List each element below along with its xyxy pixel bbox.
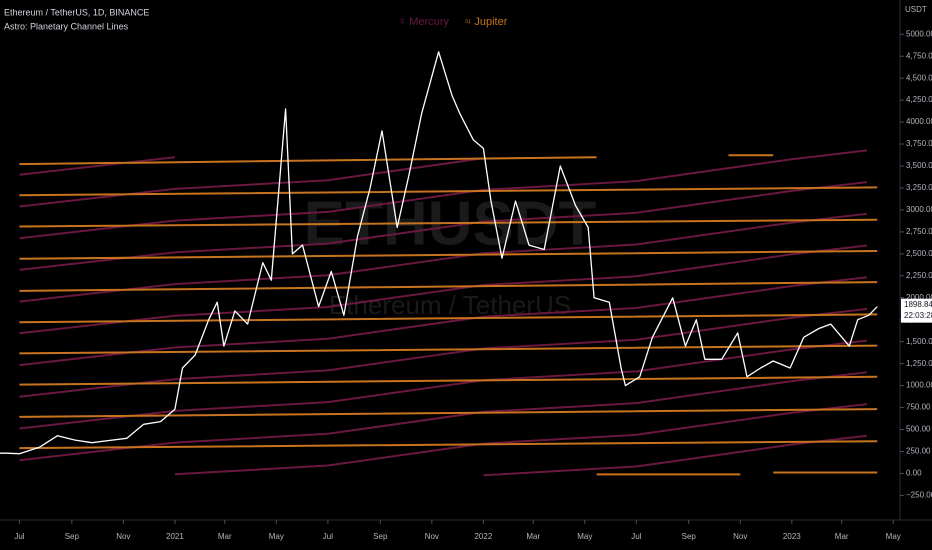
y-tick-label: 3000.00 [906,205,932,214]
y-tick-label: 3,500.00 [906,161,932,170]
y-tick-label: 500.00 [906,425,931,434]
x-tick-label: Nov [425,532,439,541]
indicator-name: Astro: Planetary Channel Lines [4,21,129,31]
y-tick-label: 5000.00 [906,29,932,38]
y-tick-label: 2,250.00 [906,271,932,280]
x-tick-label: Mar [835,532,849,541]
watermark-subtitle: Ethereum / TetherUS [329,290,571,320]
x-tick-label: Sep [373,532,388,541]
y-tick-label: 2,500.00 [906,249,932,258]
x-tick-label: Sep [65,532,80,541]
chart-title: Ethereum / TetherUS, 1D, BINANCE [4,7,149,17]
x-tick-label: Jul [323,532,333,541]
x-tick-label: 2023 [783,532,801,541]
y-tick-label: 4,250.00 [906,95,932,104]
y-tick-label: 2,750.00 [906,227,932,236]
x-tick-label: Mar [218,532,232,541]
x-tick-label: May [269,532,284,541]
x-tick-label: 2021 [166,532,184,541]
y-tick-label: 750.00 [906,403,931,412]
y-tick-label: 1,500.00 [906,337,932,346]
y-tick-label: 1,250.00 [906,359,932,368]
y-tick-label: 1000.00 [906,381,932,390]
y-tick-label: 0.00 [906,469,922,478]
y-tick-label: 3,750.00 [906,139,932,148]
y-tick-label: 4,750.00 [906,51,932,60]
channel-lines [19,154,878,476]
y-tick-label: 4,500.00 [906,73,932,82]
price-label: 1898.84 [904,300,932,309]
x-tick-label: May [886,532,901,541]
price-line [0,51,878,455]
x-tick-label: Sep [682,532,697,541]
countdown: 22:03:28 [904,311,932,320]
x-tick-label: Nov [733,532,747,541]
x-tick-label: Mar [526,532,540,541]
y-axis-label: USDT [905,5,927,14]
y-tick-label: −250.00 [906,491,932,500]
price-label-box [901,298,932,323]
legend-entry: ♃ Jupiter [463,16,508,28]
x-tick-label: Jul [14,532,24,541]
y-tick-label: 250.00 [906,447,931,456]
plot-area [0,51,878,477]
y-tick-label: 3,250.00 [906,183,932,192]
x-tick-label: May [577,532,592,541]
x-tick-label: 2022 [474,532,492,541]
y-tick-label: 4000.00 [906,117,932,126]
x-tick-label: Nov [116,532,130,541]
y-tick-label: 2000.00 [906,293,932,302]
legend-entry: ☿ Mercury [398,16,450,28]
x-tick-label: Jul [631,532,641,541]
